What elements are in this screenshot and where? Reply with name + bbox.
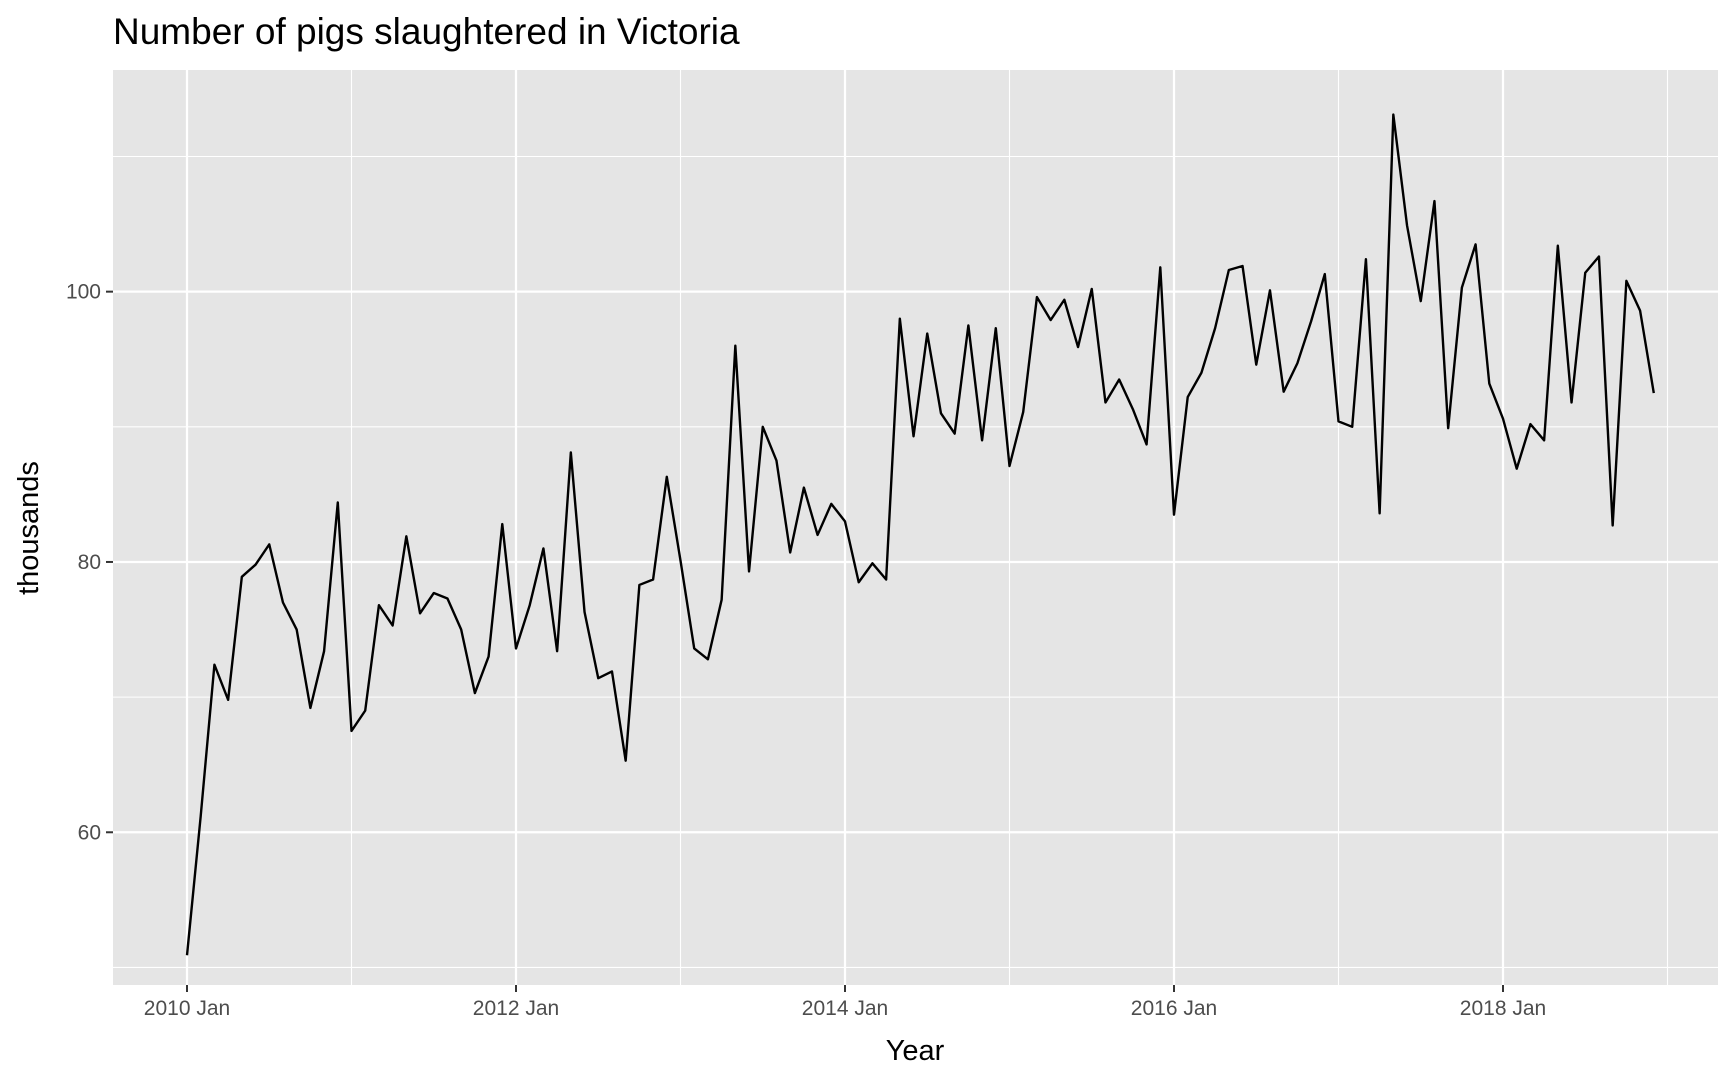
x-tick-label: 2014 Jan	[802, 997, 888, 1020]
y-axis-title: thousands	[13, 461, 45, 595]
plot-panel	[113, 70, 1718, 985]
y-tick-label: 100	[66, 281, 101, 304]
series-layer	[185, 113, 1655, 956]
y-tick-label: 60	[78, 821, 101, 844]
chart-title: Number of pigs slaughtered in Victoria	[113, 11, 740, 52]
x-tick-label: 2018 Jan	[1460, 997, 1546, 1020]
y-tick-label: 80	[78, 551, 101, 574]
x-tick-label: 2012 Jan	[473, 997, 559, 1020]
x-axis: 2010 Jan 2012 Jan 2014 Jan 2016 Jan 2018 Jan	[144, 985, 1546, 1020]
y-axis: 60 80 100	[66, 281, 113, 844]
x-tick-label: 2010 Jan	[144, 997, 230, 1020]
series-line	[185, 113, 1655, 956]
x-tick-label: 2016 Jan	[1131, 997, 1217, 1020]
x-axis-title: Year	[886, 1035, 945, 1067]
major-gridlines	[113, 70, 1718, 985]
